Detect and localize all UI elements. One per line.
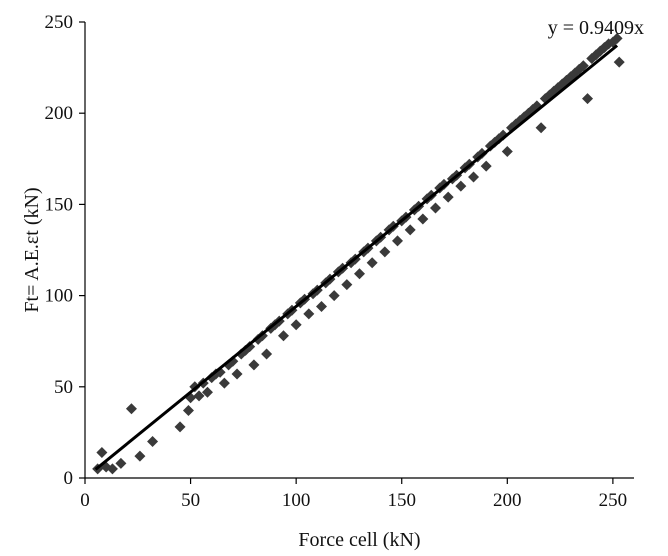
data-point xyxy=(366,257,378,269)
x-axis-title: Force cell (kN) xyxy=(298,529,420,551)
axes xyxy=(84,22,634,479)
data-point xyxy=(455,180,467,192)
data-point xyxy=(535,122,547,134)
data-point xyxy=(96,446,108,458)
y-tick-label: 50 xyxy=(54,377,73,398)
trendline xyxy=(94,44,619,471)
data-point xyxy=(248,359,260,371)
data-point xyxy=(182,405,194,417)
data-point xyxy=(290,319,302,331)
data-point xyxy=(404,224,416,236)
y-axis-title: Ft= A.E.εt (kN) xyxy=(21,187,43,312)
data-point xyxy=(354,268,365,280)
data-point xyxy=(277,330,289,342)
y-tick-label: 0 xyxy=(64,468,74,489)
data-point xyxy=(379,246,391,258)
data-point xyxy=(147,436,159,448)
data-point xyxy=(341,279,353,291)
data-point xyxy=(501,146,513,158)
data-point xyxy=(582,93,594,105)
data-point xyxy=(577,60,589,72)
data-point xyxy=(201,386,213,398)
x-tick-label: 50 xyxy=(181,490,200,511)
data-point xyxy=(611,32,623,44)
data-point xyxy=(174,421,186,433)
data-point xyxy=(244,341,256,353)
x-tick-label: 150 xyxy=(387,490,416,511)
data-point xyxy=(193,390,205,402)
trendline-equation-label: y = 0.9409x xyxy=(548,17,644,39)
data-point xyxy=(303,308,315,320)
data-point xyxy=(106,463,118,475)
data-point xyxy=(613,56,625,68)
data-point xyxy=(218,377,230,389)
data-point xyxy=(328,290,340,302)
data-point xyxy=(115,457,127,469)
x-tick-label: 0 xyxy=(80,490,90,511)
data-point xyxy=(442,191,454,203)
data-point xyxy=(417,213,429,225)
data-point xyxy=(261,348,273,360)
y-tick-label: 150 xyxy=(45,194,74,215)
y-tick-label: 100 xyxy=(45,286,74,307)
data-point xyxy=(468,171,480,183)
x-tick-label: 100 xyxy=(282,490,311,511)
data-point xyxy=(392,235,404,247)
ticks: 0 50 100 150 200 250 0 50 100 150 200 250 xyxy=(45,12,628,511)
data-point xyxy=(315,301,327,313)
data-point xyxy=(480,160,492,172)
x-tick-label: 200 xyxy=(493,490,522,511)
y-tick-label: 200 xyxy=(45,103,74,124)
data-point xyxy=(231,368,243,380)
trendline-group xyxy=(94,44,619,471)
x-tick-label: 250 xyxy=(599,490,628,511)
data-point xyxy=(430,202,442,214)
data-point xyxy=(125,403,137,415)
y-tick-label: 250 xyxy=(45,12,74,33)
data-point xyxy=(134,450,146,462)
